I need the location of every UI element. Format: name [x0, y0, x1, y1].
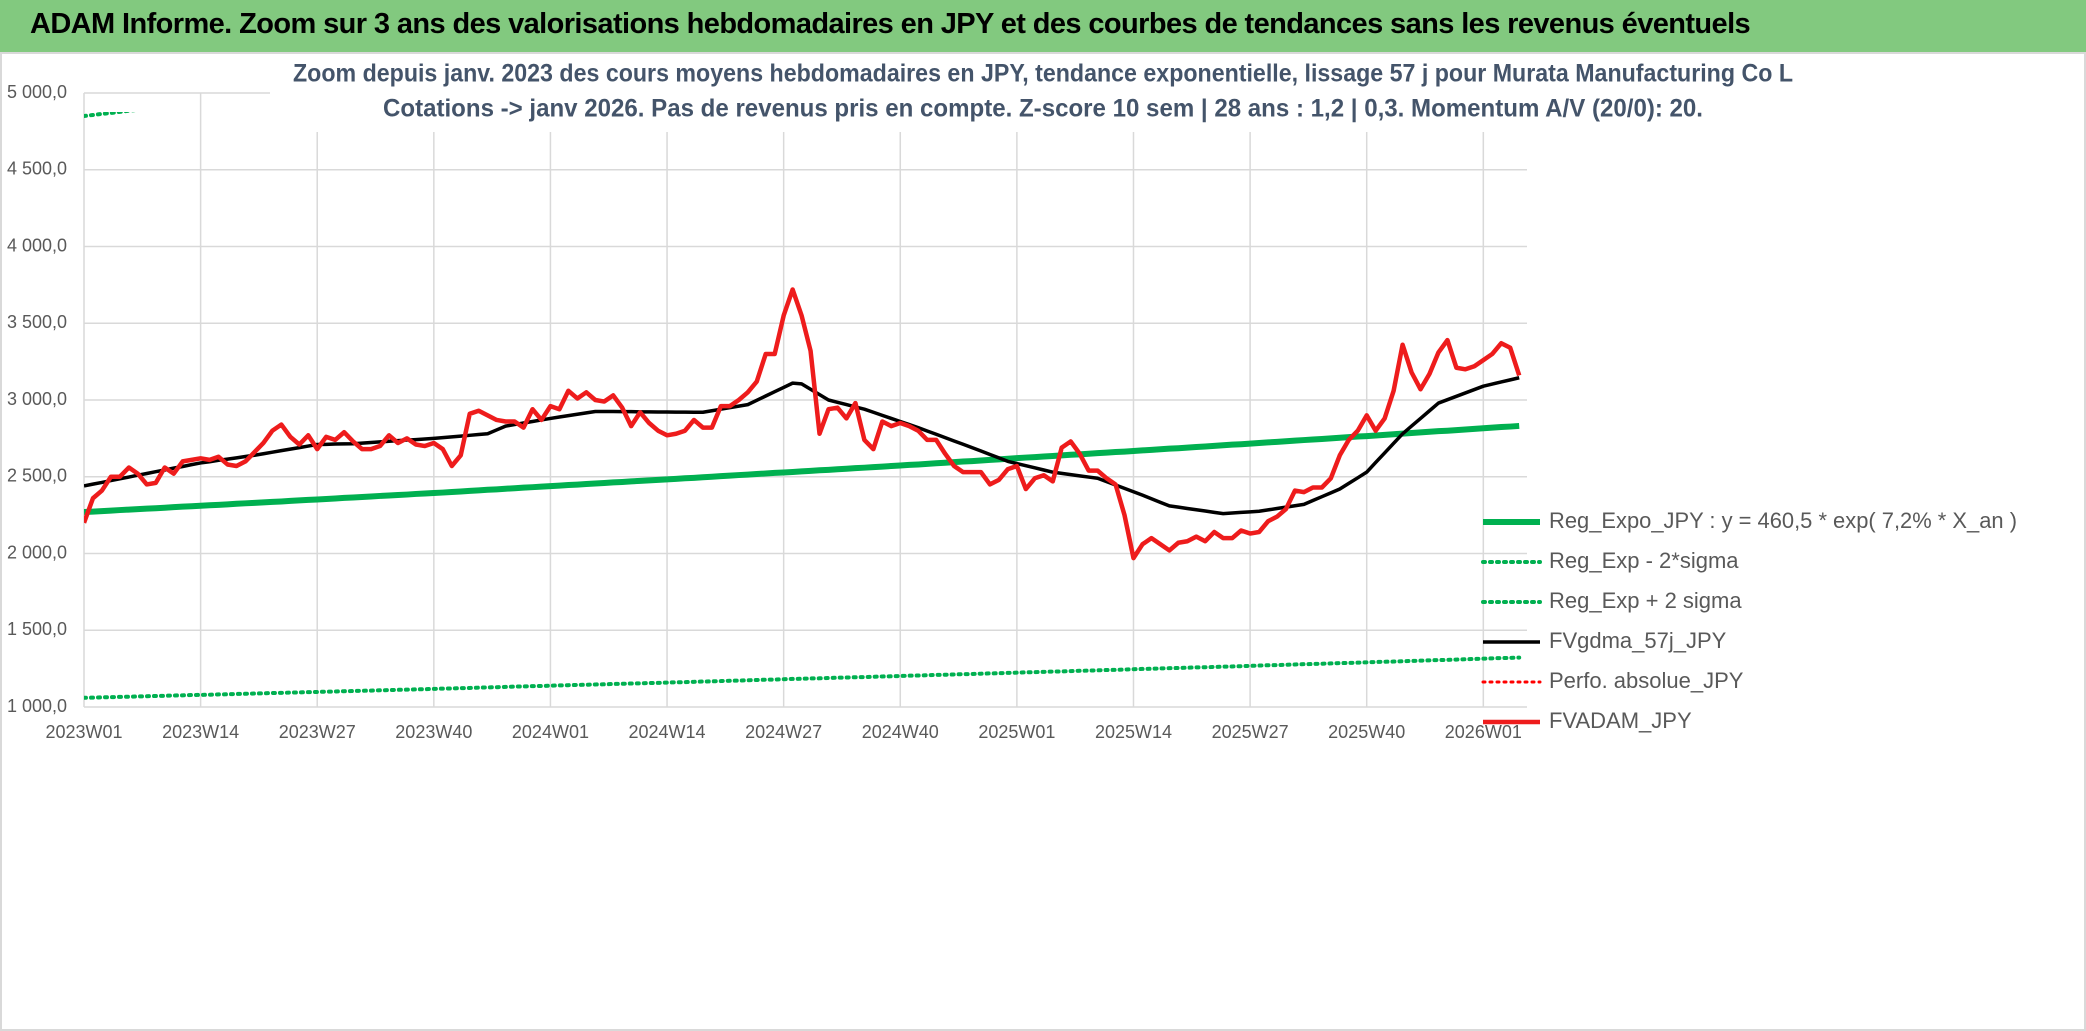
series-line: [84, 655, 1522, 700]
x-tick-label: 2023W40: [395, 722, 472, 742]
header-title: ADAM Informe. Zoom sur 3 ans des valoris…: [30, 8, 1751, 40]
x-tick-label: 2024W01: [512, 722, 589, 742]
y-tick-label: 2 000,0: [7, 542, 67, 562]
y-tick-label: 1 500,0: [7, 619, 67, 639]
legend-label: FVgdma_57j_JPY: [1549, 628, 1727, 653]
y-tick-label: 5 000,0: [7, 82, 67, 102]
x-tick-label: 2024W27: [745, 722, 822, 742]
legend-label: Perfo. absolue_JPY: [1549, 668, 1744, 693]
title-background: [270, 60, 1810, 132]
x-tick-label: 2025W14: [1095, 722, 1172, 742]
chart: 1 000,0 1 500,0 2 000,0 2 500,0 3 000,0 3 500…: [0, 52, 2086, 1031]
x-tick-label: 2024W14: [629, 722, 706, 742]
x-tick-label: 2023W01: [45, 722, 122, 742]
chart-frame: [0, 52, 2086, 1031]
legend-label: FVADAM_JPY: [1549, 708, 1692, 733]
legend-label: Reg_Exp - 2*sigma: [1549, 548, 1739, 573]
y-tick-label: 3 500,0: [7, 312, 67, 332]
x-tick-label: 2025W01: [978, 722, 1055, 742]
chart-subtitle: Cotations -> janv 2026. Pas de revenus p…: [383, 95, 1703, 123]
x-tick-label: 2023W27: [279, 722, 356, 742]
y-tick-label: 4 000,0: [7, 235, 67, 255]
chart-title: Zoom depuis janv. 2023 des cours moyens …: [293, 60, 1793, 88]
series-line: [84, 287, 1522, 561]
x-tick-label: 2026W01: [1445, 722, 1522, 742]
x-tick-label: 2025W27: [1212, 722, 1289, 742]
y-tick-label: 4 500,0: [7, 159, 67, 179]
header-bar: ADAM Informe. Zoom sur 3 ans des valoris…: [0, 0, 2086, 52]
legend-label: Reg_Expo_JPY : y = 460,5 * exp( 7,2% * X…: [1549, 508, 2017, 533]
x-tick-label: 2025W40: [1328, 722, 1405, 742]
y-tick-label: 1 000,0: [7, 696, 67, 716]
x-tick-label: 2024W40: [862, 722, 939, 742]
legend-label: Reg_Exp + 2 sigma: [1549, 588, 1742, 613]
y-tick-label: 2 500,0: [7, 466, 67, 486]
y-tick-label: 3 000,0: [7, 389, 67, 409]
x-tick-label: 2023W14: [162, 722, 239, 742]
series-line: [84, 422, 1520, 516]
